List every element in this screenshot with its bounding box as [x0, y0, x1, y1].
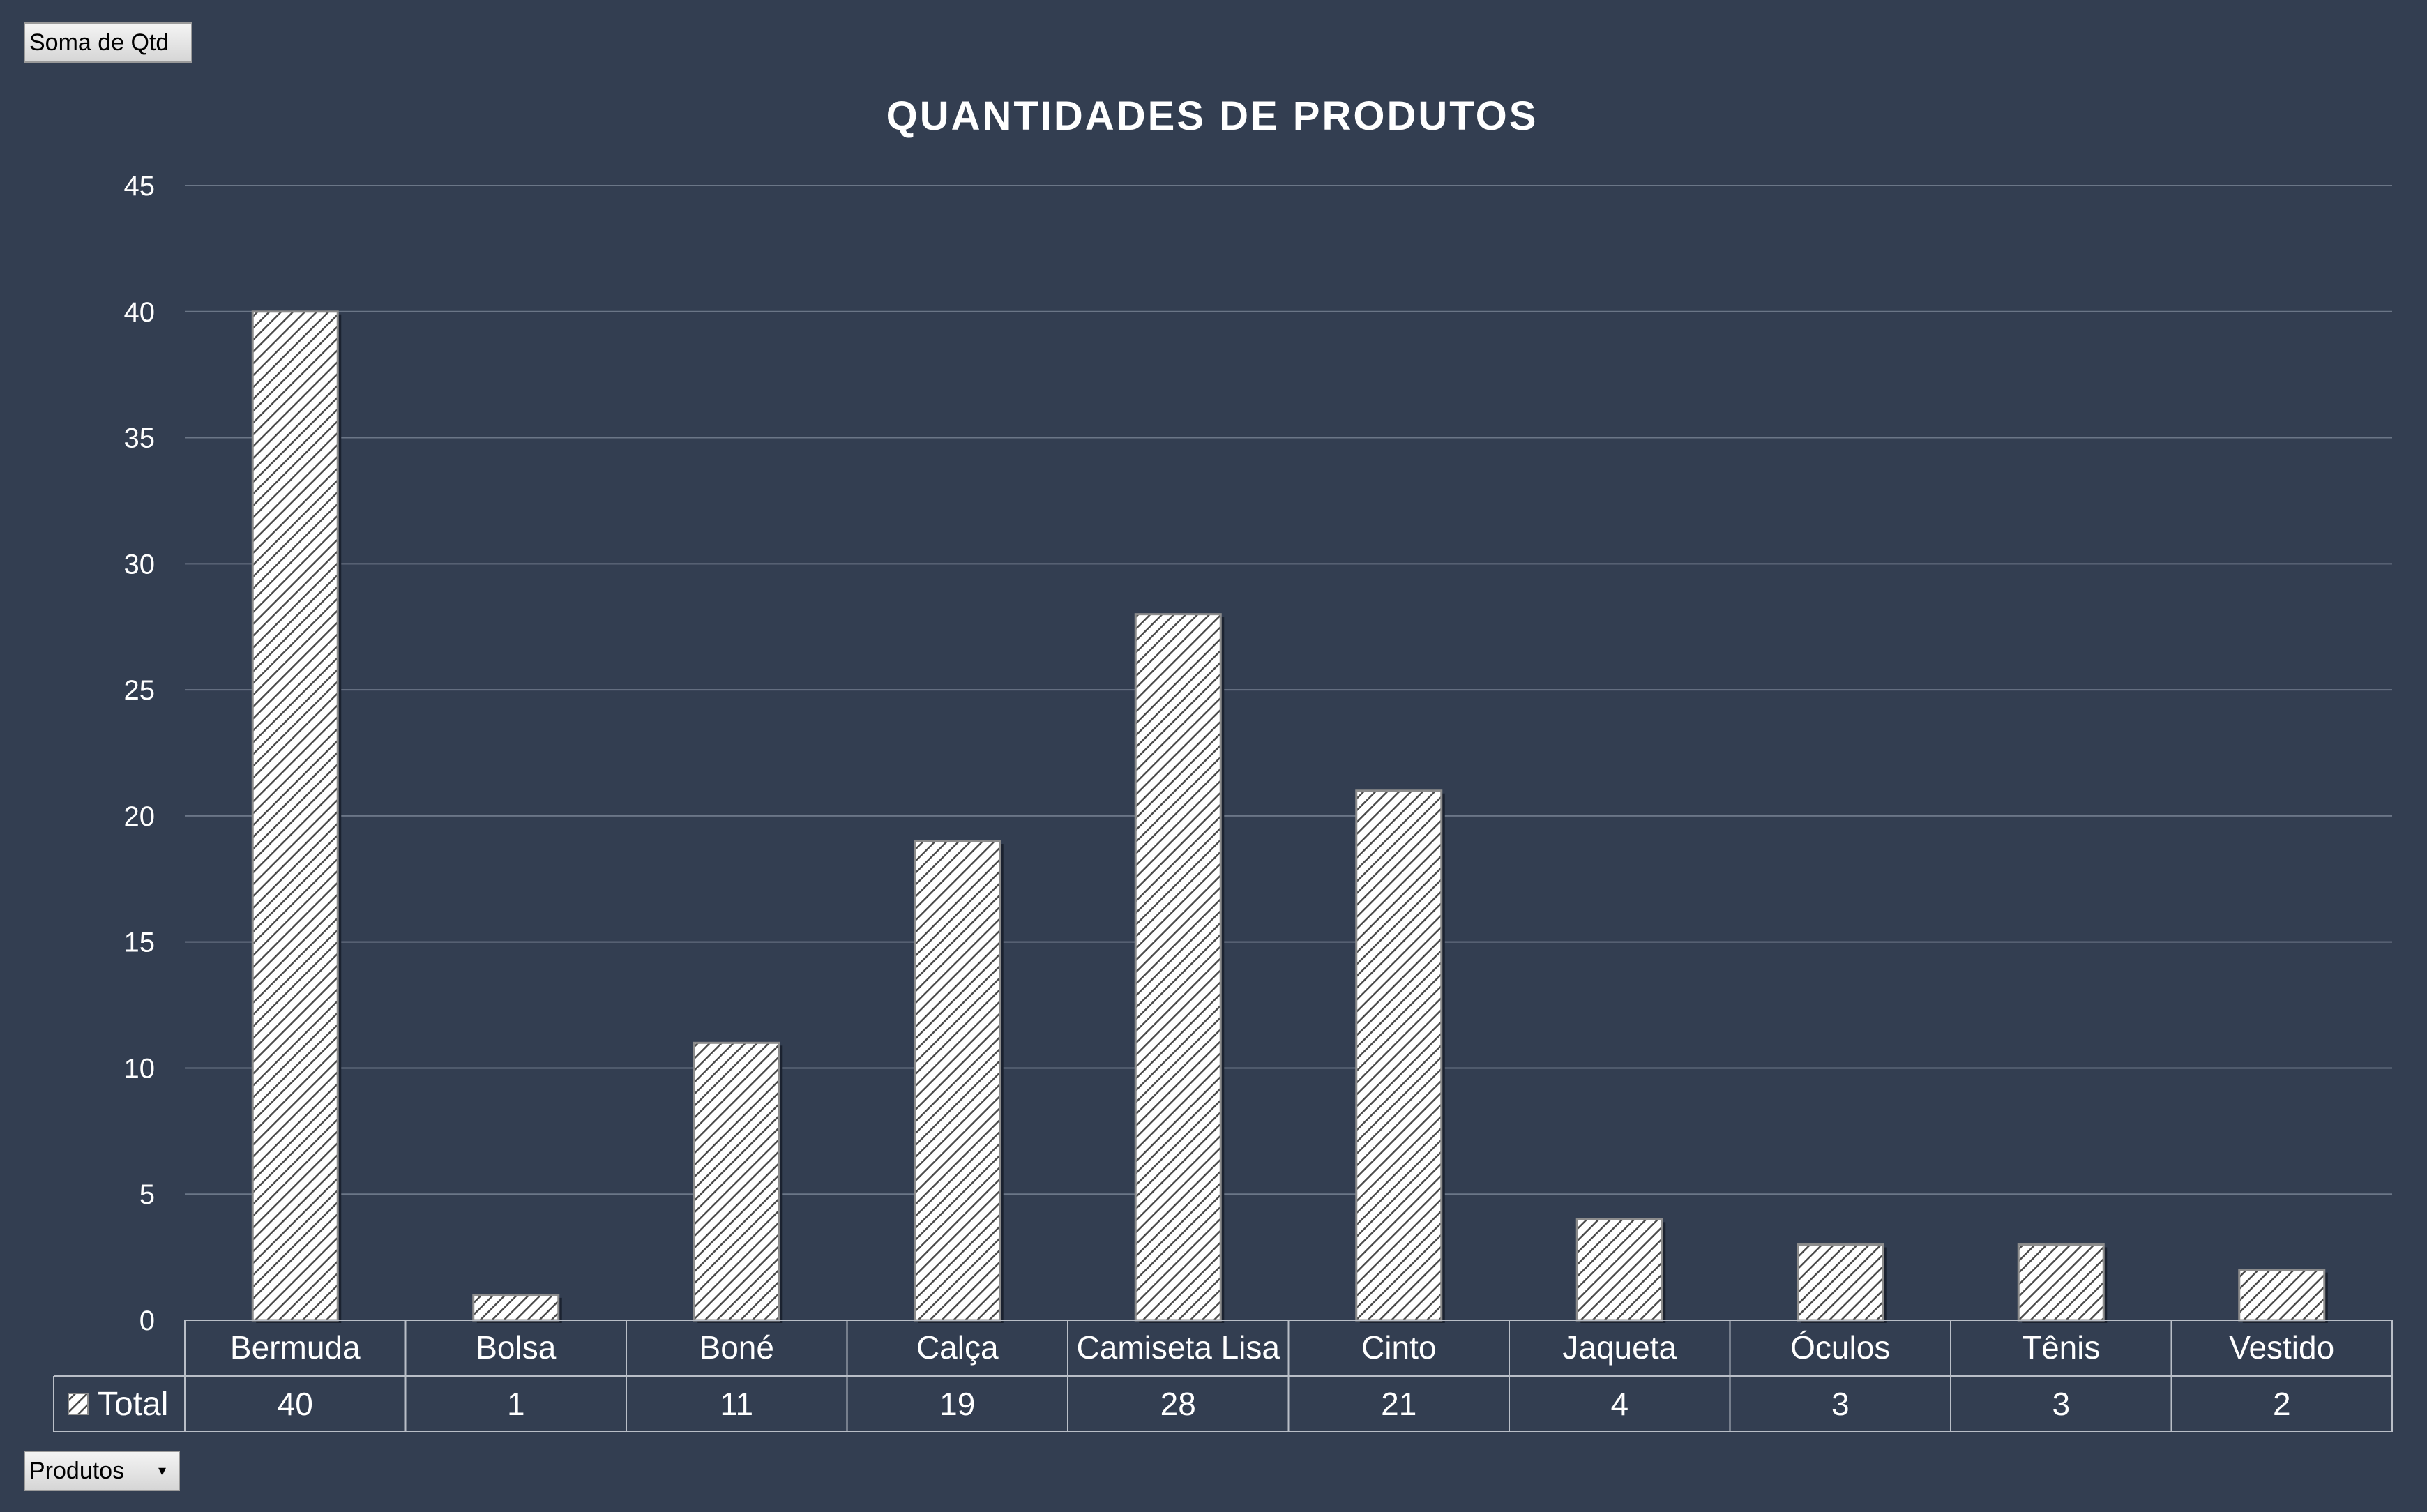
- bar: [2238, 1269, 2326, 1322]
- chevron-down-icon: ▾: [158, 1462, 166, 1479]
- y-tick-label: 10: [124, 1053, 156, 1084]
- legend-series-label: Total: [98, 1386, 168, 1423]
- y-tick-label: 45: [124, 171, 156, 202]
- bar: [1355, 789, 1443, 1322]
- data-value-label: 40: [278, 1386, 313, 1422]
- bar: [2017, 1243, 2105, 1322]
- x-category-label: Calça: [916, 1329, 999, 1366]
- bar: [693, 1041, 780, 1322]
- y-tick-label: 35: [124, 423, 156, 454]
- data-value-label: 3: [2052, 1386, 2070, 1422]
- y-tick-label: 5: [139, 1179, 155, 1210]
- data-value-label: 11: [720, 1386, 753, 1422]
- x-category-label: Boné: [700, 1329, 774, 1366]
- data-value-label: 4: [1610, 1386, 1628, 1422]
- y-tick-label: 0: [139, 1306, 155, 1336]
- x-category-label: Cinto: [1361, 1329, 1436, 1366]
- x-category-label: Vestido: [2229, 1329, 2334, 1366]
- data-value-label: 3: [1831, 1386, 1850, 1422]
- bar: [472, 1294, 560, 1322]
- bar: [1575, 1218, 1663, 1322]
- y-tick-label: 25: [124, 675, 156, 706]
- x-category-label: Bermuda: [230, 1329, 361, 1366]
- data-table: Bermuda Bolsa Boné Calça Camiseta Lisa Cinto J…: [53, 1320, 2393, 1432]
- x-category-label: Tênis: [2022, 1329, 2100, 1366]
- bar: [914, 840, 1001, 1322]
- x-category-label: Jaqueta: [1562, 1329, 1677, 1366]
- y-tick-label: 15: [124, 928, 156, 958]
- data-value-label: 19: [939, 1386, 975, 1422]
- data-value-label: 21: [1381, 1386, 1416, 1422]
- value-field-button[interactable]: Soma de Qtd: [24, 22, 192, 63]
- y-tick-label: 30: [124, 549, 156, 580]
- axis-field-button[interactable]: Produtos ▾: [24, 1451, 180, 1491]
- y-tick-label: 20: [124, 801, 156, 832]
- legend-key: [68, 1393, 89, 1415]
- axis-field-label: Produtos: [29, 1458, 125, 1484]
- chart-title: QUANTIDADES DE PRODUTOS: [886, 93, 1538, 139]
- bar: [251, 310, 339, 1322]
- bar: [1797, 1243, 1884, 1322]
- data-value-label: 2: [2273, 1386, 2291, 1422]
- x-category-label: Bolsa: [476, 1329, 556, 1366]
- bars: [251, 310, 2328, 1323]
- data-value-label: 28: [1160, 1386, 1196, 1422]
- bar: [1134, 613, 1222, 1322]
- gridlines: [185, 185, 2392, 1195]
- x-category-label: Camiseta Lisa: [1077, 1329, 1280, 1366]
- y-tick-label: 40: [124, 297, 156, 328]
- y-axis-ticks: 0 5 10 15 20 25 30 35 40 45: [124, 171, 156, 1336]
- x-category-label: Óculos: [1790, 1329, 1890, 1366]
- data-value-label: 1: [507, 1386, 525, 1422]
